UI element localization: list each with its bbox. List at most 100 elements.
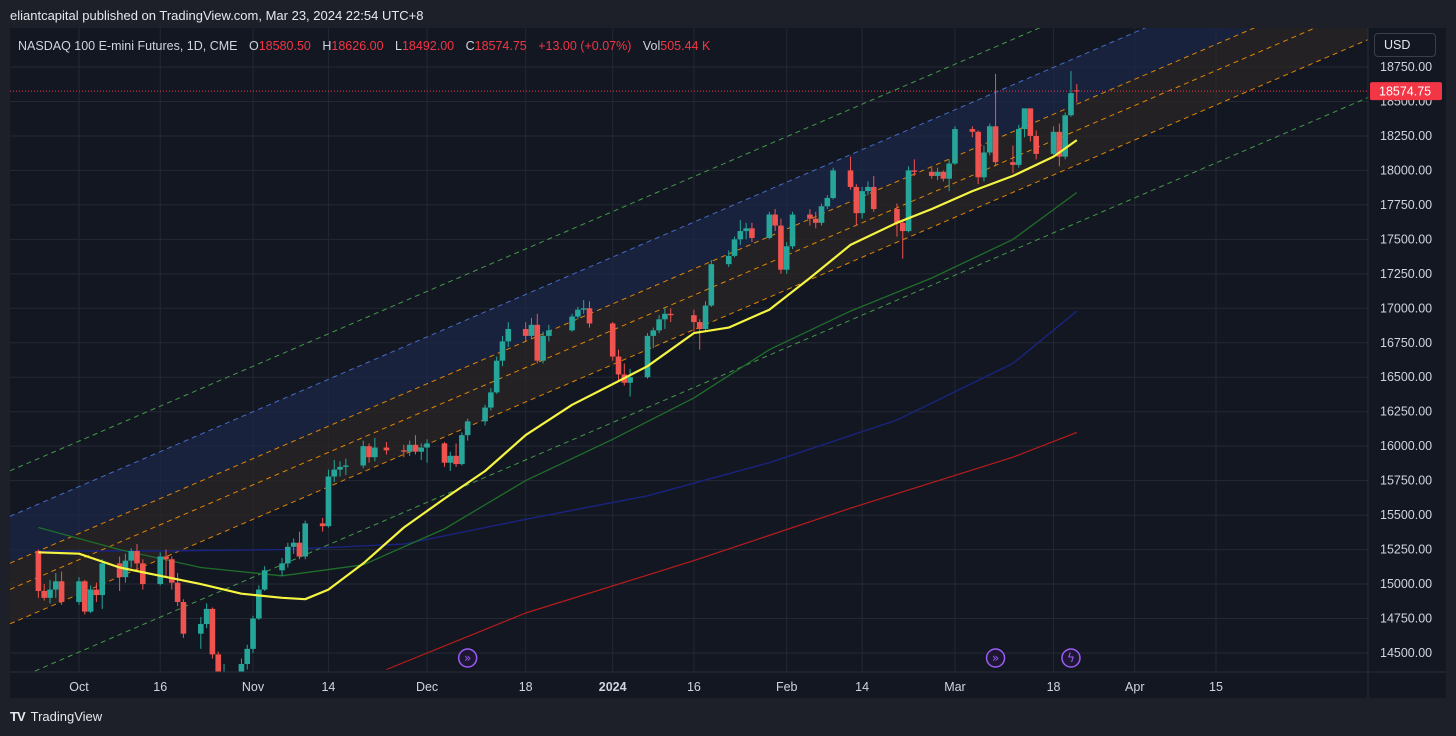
candle-body	[894, 209, 900, 223]
price-tick-label: 15500.00	[1380, 508, 1432, 522]
candle-body	[899, 222, 906, 232]
tradingview-branding[interactable]: TV TradingView	[10, 709, 102, 724]
candle-body	[853, 186, 860, 214]
candle-body	[644, 335, 651, 378]
candle-body	[783, 246, 790, 270]
price-tick-label: 18250.00	[1380, 129, 1432, 143]
symbol-title[interactable]: NASDAQ 100 E-mini Futures, 1D, CME	[18, 39, 238, 53]
candle-body	[343, 465, 349, 467]
price-tick-label: 17500.00	[1380, 232, 1432, 246]
event-marker-glyph: ϟ	[1067, 651, 1075, 665]
candle-body	[505, 328, 512, 342]
candle-body	[360, 446, 367, 466]
plot-area: » » ϟ	[10, 28, 1368, 672]
candle-body	[609, 323, 616, 357]
candle-body	[383, 447, 390, 451]
low-value: 18492.00	[401, 39, 455, 53]
ma-slow-line	[38, 310, 1078, 552]
candle-body	[766, 214, 773, 238]
candle-body	[418, 447, 425, 452]
candle-body	[708, 264, 715, 306]
price-tick-label: 16750.00	[1380, 336, 1432, 350]
volume-value: 505.44 K	[660, 39, 711, 53]
candle-body	[580, 308, 587, 310]
candle-body	[47, 589, 53, 598]
volume-label: Vol	[642, 39, 661, 53]
candle-body	[650, 330, 657, 336]
candle-body	[981, 152, 987, 178]
candle-body	[331, 469, 338, 477]
time-tick-label: Oct	[69, 680, 89, 694]
tradingview-logo-icon: TV	[10, 709, 26, 724]
high-label: H	[322, 39, 332, 53]
candle-body	[772, 214, 778, 226]
price-tick-label: 14750.00	[1380, 612, 1432, 626]
candle-body	[325, 476, 332, 527]
candle-body	[99, 563, 106, 596]
time-tick-label: 15	[1209, 680, 1223, 694]
time-tick-label: Nov	[242, 680, 265, 694]
candle-body	[870, 186, 877, 210]
channel-band	[10, 28, 1368, 624]
candle-body	[575, 309, 581, 317]
candle-body	[731, 239, 738, 256]
brand-name: TradingView	[30, 709, 103, 724]
candle-body	[569, 316, 575, 331]
candle-body	[128, 550, 135, 561]
candle-body	[366, 446, 372, 458]
candle-body	[157, 556, 164, 585]
candle-body	[412, 444, 419, 452]
candle-body	[986, 126, 993, 153]
candle-body	[198, 624, 204, 634]
price-tick-label: 18750.00	[1380, 60, 1432, 74]
time-tick-label: 14	[321, 680, 335, 694]
candle-body	[58, 581, 65, 602]
candle-body	[296, 542, 303, 557]
time-tick-label: 2024	[599, 680, 627, 694]
currency-button[interactable]: USD	[1374, 33, 1436, 57]
candle-body	[847, 170, 854, 187]
candle-body	[41, 590, 47, 598]
candle-body	[76, 581, 82, 602]
candle-body	[940, 171, 947, 179]
candle-body	[1073, 90, 1080, 92]
candle-body	[627, 377, 633, 383]
candle-body	[865, 186, 871, 192]
candle-body	[250, 618, 256, 649]
price-tick-label: 16250.00	[1380, 405, 1432, 419]
candle-body	[87, 589, 94, 612]
ema-fast-line	[38, 139, 1078, 601]
candle-body	[174, 582, 181, 602]
price-tick-label: 17000.00	[1380, 301, 1432, 315]
open-label: O	[249, 39, 259, 53]
candle-body	[696, 322, 703, 329]
candle-body	[82, 581, 88, 612]
price-tick-label: 15000.00	[1380, 577, 1432, 591]
high-value: 18626.00	[331, 39, 384, 53]
time-tick-label: Dec	[416, 680, 438, 694]
candle-body	[256, 589, 262, 619]
event-marker-glyph: »	[992, 651, 999, 665]
time-tick-label: Apr	[1125, 680, 1144, 694]
publish-header: eliantcapital published on TradingView.c…	[0, 0, 1456, 28]
channel-line	[10, 28, 1041, 472]
open-value: 18580.50	[258, 39, 311, 53]
candle-body	[702, 305, 709, 329]
low-label: L	[395, 39, 402, 53]
price-tick-label: 16000.00	[1380, 439, 1432, 453]
candle-body	[163, 556, 169, 560]
channel-line	[31, 97, 1368, 672]
price-tick-label: 16500.00	[1380, 370, 1432, 384]
candle-body	[546, 330, 552, 336]
time-tick-label: 18	[1047, 680, 1061, 694]
time-tick-label: 16	[687, 680, 701, 694]
time-tick-label: Feb	[776, 680, 798, 694]
chart-frame[interactable]	[10, 28, 1446, 698]
time-tick-label: 16	[153, 680, 167, 694]
candle-body	[302, 523, 309, 557]
ma-mid-line	[38, 191, 1078, 577]
candle-body	[116, 563, 123, 578]
candle-body	[969, 129, 976, 132]
candle-body	[464, 421, 471, 436]
